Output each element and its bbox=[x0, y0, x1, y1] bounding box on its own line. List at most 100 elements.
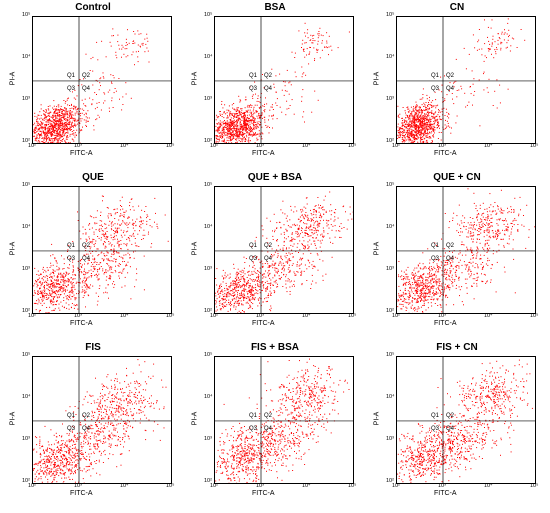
plot-area: Q1 Q2 Q3 Q4 bbox=[32, 16, 172, 144]
panel-1: Control Q1 Q2 Q3 Q4 PI-A FITC-A 10² 10³ 10⁴ 10⁵ 10²… bbox=[8, 0, 178, 170]
plot-area: Q1 Q2 Q3 Q4 bbox=[396, 356, 536, 484]
quadrant-label-q2: Q2 bbox=[82, 243, 91, 249]
y-tick-label: 10² bbox=[22, 138, 30, 144]
y-tick-label: 10⁵ bbox=[22, 182, 31, 188]
y-axis-label: PI-A bbox=[191, 241, 199, 256]
y-tick-label: 10⁵ bbox=[204, 182, 213, 188]
y-tick-label: 10³ bbox=[204, 96, 212, 102]
y-tick-label: 10³ bbox=[22, 266, 30, 272]
y-axis-label: PI-A bbox=[9, 71, 17, 86]
quadrant-label-q1: Q1 bbox=[67, 73, 76, 79]
y-axis-label: PI-A bbox=[191, 71, 199, 86]
y-tick-label: 10³ bbox=[204, 266, 212, 272]
y-tick-label: 10³ bbox=[204, 436, 212, 442]
scatter-plot: Q1 Q2 Q3 Q4 bbox=[397, 17, 535, 143]
event-points bbox=[215, 191, 353, 313]
scatter-plot: Q1 Q2 Q3 Q4 bbox=[397, 357, 535, 483]
panel-title: BSA bbox=[264, 2, 286, 13]
quadrant-label-q2: Q2 bbox=[446, 243, 455, 249]
x-tick-label: 10² bbox=[210, 483, 218, 489]
y-axis-label: PI-A bbox=[373, 71, 381, 86]
quadrant-label-q4: Q4 bbox=[82, 86, 91, 92]
x-tick-label: 10⁴ bbox=[302, 143, 311, 149]
panel-5: QUE + BSA Q1 Q2 Q3 Q4 PI-A FITC-A 10² 10³ 10⁴ 10⁵ 1… bbox=[190, 170, 360, 340]
y-tick-label: 10² bbox=[204, 138, 212, 144]
x-axis-label: FITC-A bbox=[434, 150, 457, 157]
x-tick-label: 10⁴ bbox=[484, 313, 493, 319]
y-axis-label: PI-A bbox=[373, 241, 381, 256]
y-tick-label: 10⁵ bbox=[386, 352, 395, 358]
y-tick-label: 10³ bbox=[22, 96, 30, 102]
quadrant-label-q3: Q3 bbox=[431, 256, 440, 262]
x-tick-label: 10⁴ bbox=[302, 313, 311, 319]
scatter-plot: Q1 Q2 Q3 Q4 bbox=[33, 357, 171, 483]
quadrant-label-q1: Q1 bbox=[431, 73, 440, 79]
x-tick-label: 10⁴ bbox=[120, 313, 129, 319]
event-points bbox=[397, 18, 526, 143]
quadrant-label-q2: Q2 bbox=[264, 73, 273, 79]
quadrant-label-q4: Q4 bbox=[264, 256, 273, 262]
y-tick-label: 10⁴ bbox=[22, 394, 31, 400]
x-axis-label: FITC-A bbox=[252, 150, 275, 157]
x-tick-label: 10⁵ bbox=[166, 313, 175, 319]
panel-title: Control bbox=[75, 2, 111, 13]
x-axis-label: FITC-A bbox=[434, 490, 457, 497]
x-tick-label: 10² bbox=[28, 483, 36, 489]
y-tick-label: 10⁴ bbox=[204, 394, 213, 400]
scatter-plot: Q1 Q2 Q3 Q4 bbox=[33, 17, 171, 143]
y-tick-label: 10⁵ bbox=[22, 352, 31, 358]
scatter-plot: Q1 Q2 Q3 Q4 bbox=[215, 187, 353, 313]
scatter-plot: Q1 Q2 Q3 Q4 bbox=[215, 357, 353, 483]
x-tick-label: 10⁵ bbox=[348, 483, 357, 489]
quadrant-label-q3: Q3 bbox=[67, 426, 76, 432]
quadrant-label-q3: Q3 bbox=[431, 426, 440, 432]
x-axis-label: FITC-A bbox=[70, 150, 93, 157]
y-tick-label: 10² bbox=[204, 308, 212, 314]
panel-2: BSA Q1 Q2 Q3 Q4 PI-A FITC-A 10² 10³ 10⁴ 10⁵ 10² 10³ 1… bbox=[190, 0, 360, 170]
quadrant-label-q4: Q4 bbox=[264, 426, 273, 432]
x-tick-label: 10³ bbox=[74, 313, 82, 319]
y-axis-label: PI-A bbox=[9, 411, 17, 426]
x-tick-label: 10⁵ bbox=[166, 143, 175, 149]
quadrant-label-q4: Q4 bbox=[446, 426, 455, 432]
quadrant-label-q3: Q3 bbox=[249, 426, 258, 432]
panel-title: FIS bbox=[85, 342, 101, 353]
x-tick-label: 10² bbox=[28, 313, 36, 319]
panel-title: QUE + CN bbox=[433, 172, 481, 183]
y-tick-label: 10⁴ bbox=[22, 54, 31, 60]
panel-title: CN bbox=[449, 2, 465, 13]
x-axis-label: FITC-A bbox=[70, 320, 93, 327]
x-tick-label: 10⁵ bbox=[348, 313, 357, 319]
quadrant-label-q4: Q4 bbox=[82, 256, 91, 262]
quadrant-label-q1: Q1 bbox=[67, 243, 76, 249]
y-tick-label: 10³ bbox=[386, 96, 394, 102]
plot-area: Q1 Q2 Q3 Q4 bbox=[214, 16, 354, 144]
x-tick-label: 10⁴ bbox=[484, 483, 493, 489]
y-tick-label: 10⁴ bbox=[386, 224, 395, 230]
y-tick-label: 10² bbox=[204, 478, 212, 484]
quadrant-label-q3: Q3 bbox=[431, 86, 440, 92]
y-tick-label: 10² bbox=[22, 308, 30, 314]
quadrant-label-q3: Q3 bbox=[249, 86, 258, 92]
x-tick-label: 10⁴ bbox=[120, 143, 129, 149]
y-tick-label: 10³ bbox=[22, 436, 30, 442]
plot-area: Q1 Q2 Q3 Q4 bbox=[214, 356, 354, 484]
event-points bbox=[215, 22, 350, 143]
quadrant-label-q3: Q3 bbox=[67, 256, 76, 262]
quadrant-label-q2: Q2 bbox=[446, 73, 455, 79]
panel-title: QUE + BSA bbox=[247, 172, 303, 183]
quadrant-label-q1: Q1 bbox=[249, 73, 258, 79]
panel-title: QUE bbox=[82, 172, 104, 183]
x-tick-label: 10⁴ bbox=[302, 483, 311, 489]
y-tick-label: 10³ bbox=[386, 436, 394, 442]
panel-8: FIS + BSA Q1 Q2 Q3 Q4 PI-A FITC-A 10² 10³ 10⁴ 10⁵ 1… bbox=[190, 340, 360, 510]
x-axis-label: FITC-A bbox=[252, 490, 275, 497]
plot-area: Q1 Q2 Q3 Q4 bbox=[396, 16, 536, 144]
x-tick-label: 10² bbox=[392, 483, 400, 489]
plot-area: Q1 Q2 Q3 Q4 bbox=[214, 186, 354, 314]
x-axis-label: FITC-A bbox=[252, 320, 275, 327]
y-tick-label: 10⁴ bbox=[22, 224, 31, 230]
scatter-plot: Q1 Q2 Q3 Q4 bbox=[397, 187, 535, 313]
x-tick-label: 10² bbox=[28, 143, 36, 149]
y-tick-label: 10² bbox=[386, 478, 394, 484]
